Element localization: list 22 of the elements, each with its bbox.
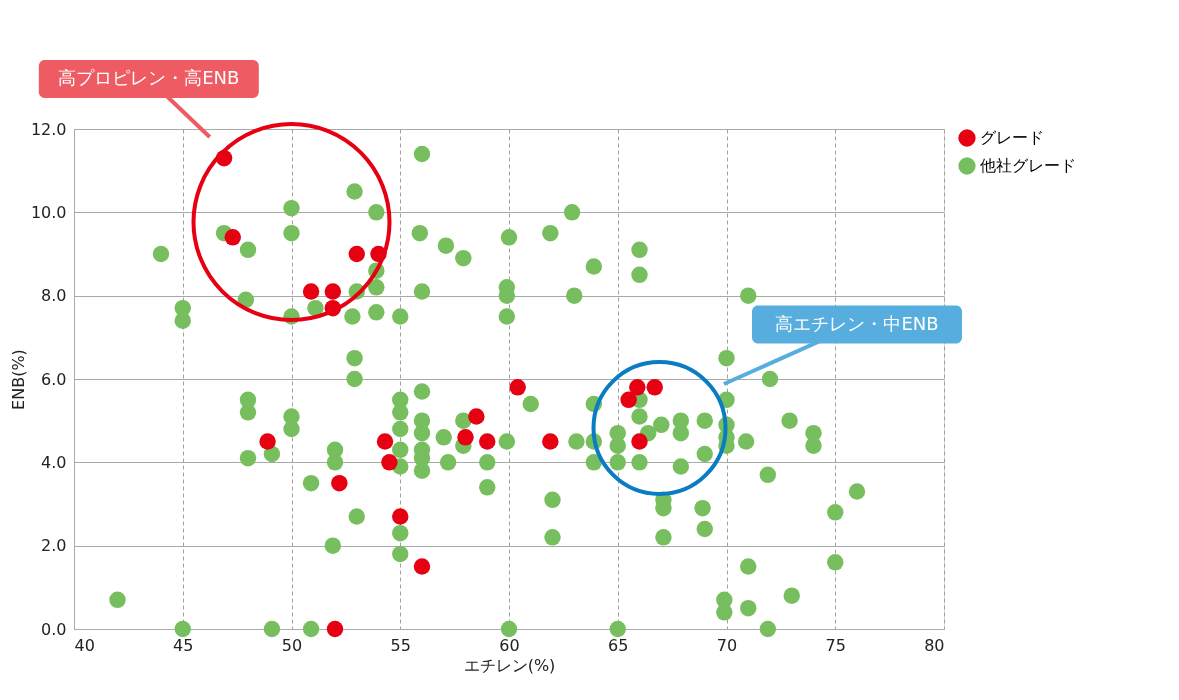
y-tick-label: 8.0 — [41, 286, 67, 306]
x-tick-label: 55 — [390, 635, 411, 655]
y-axis-title: ENB(%) — [8, 349, 28, 410]
y-tick-label: 2.0 — [41, 536, 67, 556]
legend-label: グレード — [980, 128, 1044, 147]
y-tick-label: 4.0 — [41, 452, 67, 472]
x-tick-label: 75 — [825, 635, 846, 655]
x-tick-label: 65 — [608, 635, 629, 655]
x-tick-label: 80 — [924, 635, 945, 655]
x-tick-label: 40 — [74, 635, 95, 655]
y-tick-label: 0.0 — [41, 619, 67, 639]
x-tick-label: 60 — [499, 635, 520, 655]
x-axis-title: エチレン(%) — [463, 655, 556, 675]
legend-label: 他社グレード — [980, 156, 1076, 175]
y-tick-label: 10.0 — [30, 202, 67, 222]
x-tick-label: 70 — [716, 635, 738, 655]
text: 高プロピレン・高ENB — [58, 67, 240, 88]
y-tick-label: 6.0 — [41, 369, 67, 389]
x-tick-label: 45 — [173, 635, 194, 655]
y-tick-label: 12.0 — [30, 119, 67, 139]
x-tick-label: 50 — [281, 635, 303, 655]
annotation: 高エチレン・中ENB — [775, 312, 939, 334]
